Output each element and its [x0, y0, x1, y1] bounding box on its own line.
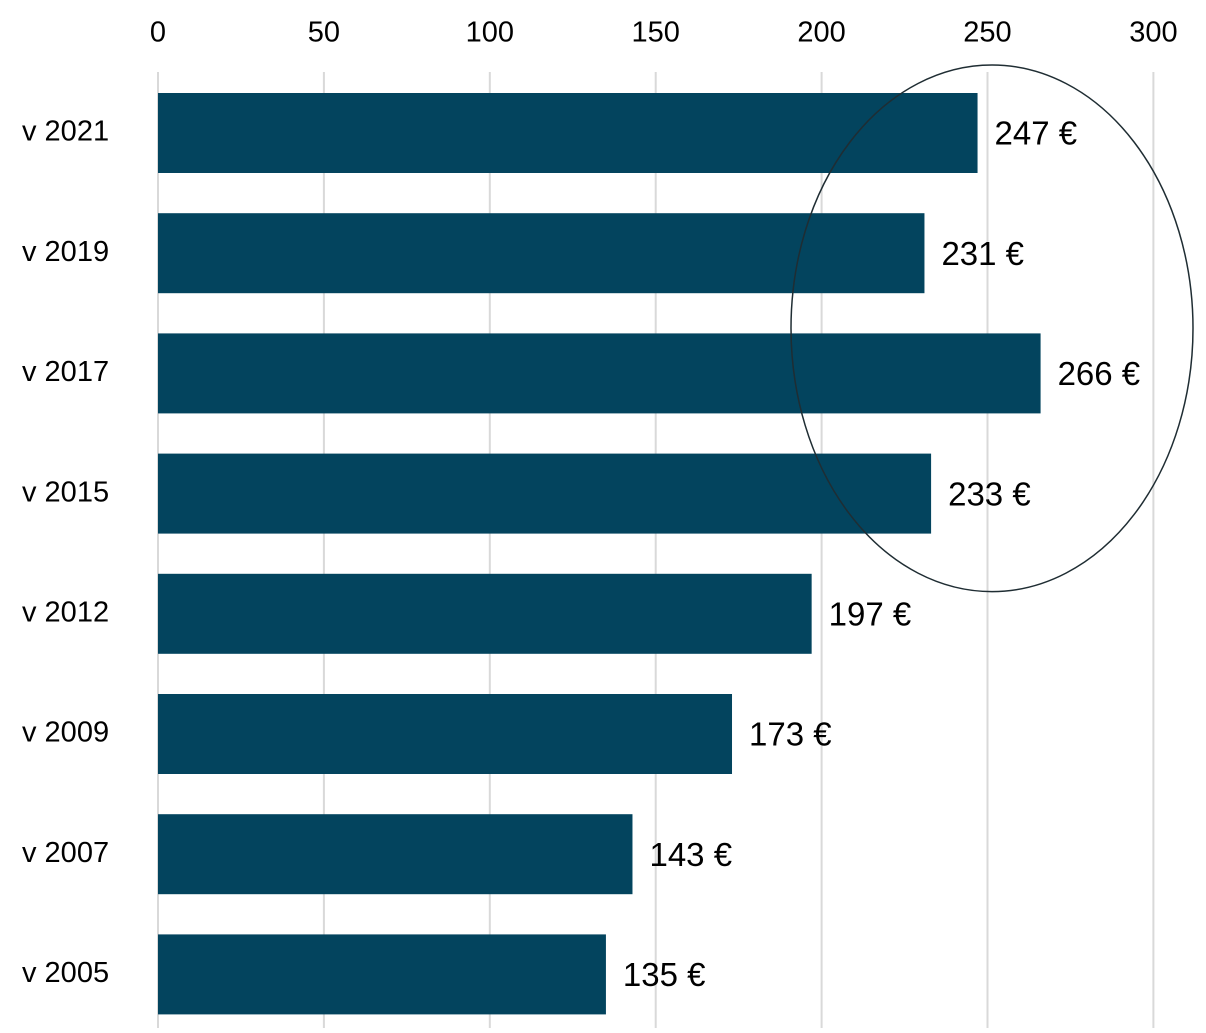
data-label: 173 €	[749, 716, 832, 753]
category-label: v 2015	[22, 476, 109, 508]
bars	[158, 93, 1041, 1015]
category-labels: v 2021 v 2019 v 2017 v 2015 v 2012 v 2009 v 20…	[22, 116, 109, 989]
category-label: v 2021	[22, 116, 109, 148]
x-tick-label: 150	[632, 17, 680, 49]
data-label: 135 €	[623, 956, 706, 993]
bar-v-2009	[158, 694, 733, 774]
x-tick-label: 0	[150, 17, 166, 49]
category-label: v 2017	[22, 356, 109, 388]
bar-v-2017	[158, 333, 1041, 414]
category-label: v 2012	[22, 596, 109, 628]
x-tick-label: 300	[1129, 17, 1177, 49]
data-labels: 247 € 231 € 266 € 233 € 197 € 173 € 143 € 135 €	[623, 115, 1140, 993]
category-label: v 2009	[22, 717, 109, 749]
annotations	[790, 64, 1194, 593]
data-label: 233 €	[948, 475, 1031, 512]
x-tick-label: 100	[466, 17, 514, 49]
x-tick-label: 200	[797, 17, 845, 49]
bar-v-2012	[158, 573, 812, 654]
x-tick-label: 50	[308, 17, 340, 49]
x-axis-ticks: 0 50 100 150 200 250 300	[150, 17, 1178, 49]
highlight-ellipse	[790, 64, 1194, 593]
category-label: v 2005	[22, 957, 109, 989]
bar-v-2021	[158, 93, 978, 173]
bar-v-2005	[158, 934, 606, 1015]
category-label: v 2007	[22, 837, 109, 869]
category-label: v 2019	[22, 236, 109, 268]
bar-v-2015	[158, 453, 932, 534]
data-label: 143 €	[649, 836, 732, 873]
bar-v-2019	[158, 213, 925, 294]
data-label: 197 €	[829, 596, 912, 633]
data-label: 247 €	[995, 115, 1078, 152]
x-tick-label: 250	[963, 17, 1011, 49]
bar-v-2007	[158, 814, 633, 895]
data-label: 266 €	[1058, 355, 1141, 392]
data-label: 231 €	[941, 235, 1024, 272]
